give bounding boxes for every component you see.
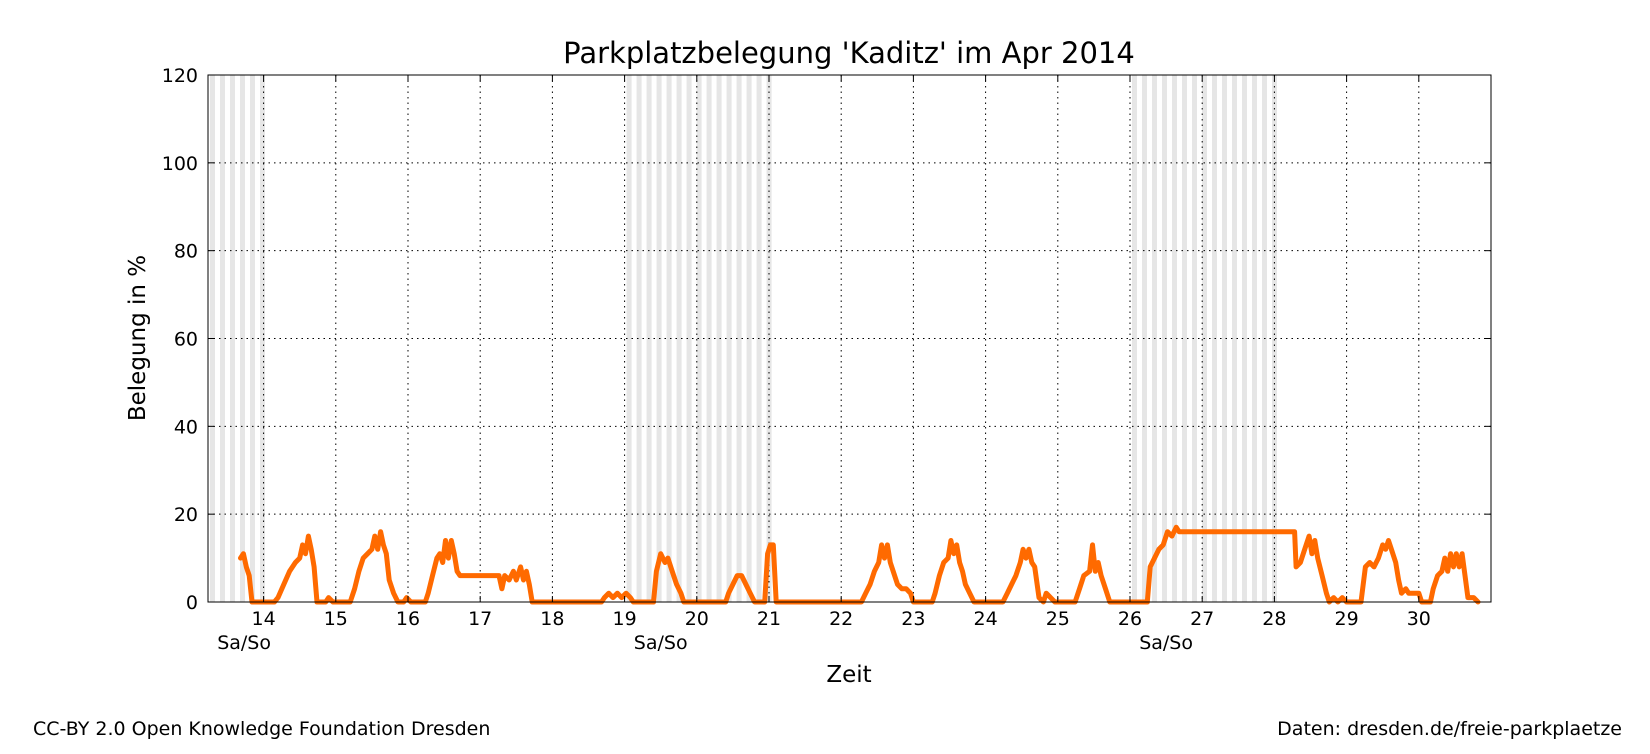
weekend-stripe: [1221, 75, 1227, 602]
axis-ticks: [208, 74, 1491, 603]
weekend-stripe: [716, 75, 722, 602]
y-tick-label: 80: [174, 241, 198, 263]
weekend-stripe: [1211, 75, 1217, 602]
x-tick-label: 27: [1190, 608, 1214, 630]
weekend-stripe: [696, 75, 702, 602]
y-tick-label: 0: [186, 592, 198, 614]
x-tick-label: 23: [901, 608, 925, 630]
weekend-stripe: [1181, 75, 1187, 602]
weekend-label: Sa/So: [217, 632, 271, 654]
data-source-credit: Daten: dresden.de/freie-parkplaetze: [1277, 718, 1622, 740]
x-tick-label: 29: [1335, 608, 1359, 630]
plot-frame: [207, 74, 1492, 603]
weekend-stripe: [1131, 75, 1137, 602]
x-tick-label: 15: [324, 608, 348, 630]
x-tick-label: 30: [1407, 608, 1431, 630]
chart-title: Parkplatzbelegung 'Kaditz' im Apr 2014: [563, 36, 1135, 70]
x-tick-label: 24: [974, 608, 998, 630]
x-tick-label: 25: [1046, 608, 1070, 630]
weekend-stripe: [1271, 75, 1277, 602]
weekend-stripe: [626, 75, 632, 602]
weekend-label: Sa/So: [1139, 632, 1193, 654]
series-lines: [238, 524, 1481, 605]
y-tick-label: 100: [162, 153, 198, 175]
weekend-stripe: [686, 75, 692, 602]
weekend-stripe: [1191, 75, 1197, 602]
weekend-stripe: [726, 75, 732, 602]
weekend-stripe: [666, 75, 672, 602]
weekend-stripe: [736, 75, 742, 602]
occupancy-line: [238, 524, 1481, 605]
x-tick-label: 21: [757, 608, 781, 630]
x-tick-label: 16: [396, 608, 420, 630]
weekend-stripe: [636, 75, 642, 602]
y-tick-label: 40: [174, 416, 198, 438]
x-tick-label: 20: [685, 608, 709, 630]
x-tick-label: 28: [1262, 608, 1286, 630]
x-tick-label: 14: [252, 608, 276, 630]
y-tick-label: 20: [174, 504, 198, 526]
x-tick-label: 17: [468, 608, 492, 630]
weekend-stripe: [1171, 75, 1177, 602]
weekend-stripe: [220, 75, 225, 602]
weekend-stripe: [746, 75, 752, 602]
grid-lines: [208, 75, 1491, 602]
weekend-stripe: [230, 75, 235, 602]
y-tick-label: 120: [162, 65, 198, 87]
license-credit: CC-BY 2.0 Open Knowledge Foundation Dres…: [33, 718, 491, 740]
weekend-stripe: [1231, 75, 1237, 602]
weekend-stripe: [260, 75, 265, 602]
x-tick-label: 26: [1118, 608, 1142, 630]
y-tick-label: 60: [174, 329, 198, 351]
x-tick-label: 19: [613, 608, 637, 630]
x-axis-label: Zeit: [826, 662, 871, 688]
weekend-stripe: [1161, 75, 1167, 602]
x-tick-label: 18: [540, 608, 564, 630]
weekend-stripe: [1241, 75, 1247, 602]
weekend-label: Sa/So: [634, 632, 688, 654]
x-tick-label: 22: [829, 608, 853, 630]
y-axis-label: Belegung in %: [125, 255, 151, 421]
tick-labels: Sa/So Sa/So Sa/So 0 20 40 60 80 100 120 14 15 16 17 18…: [162, 65, 1431, 654]
weekend-stripe: [676, 75, 682, 602]
